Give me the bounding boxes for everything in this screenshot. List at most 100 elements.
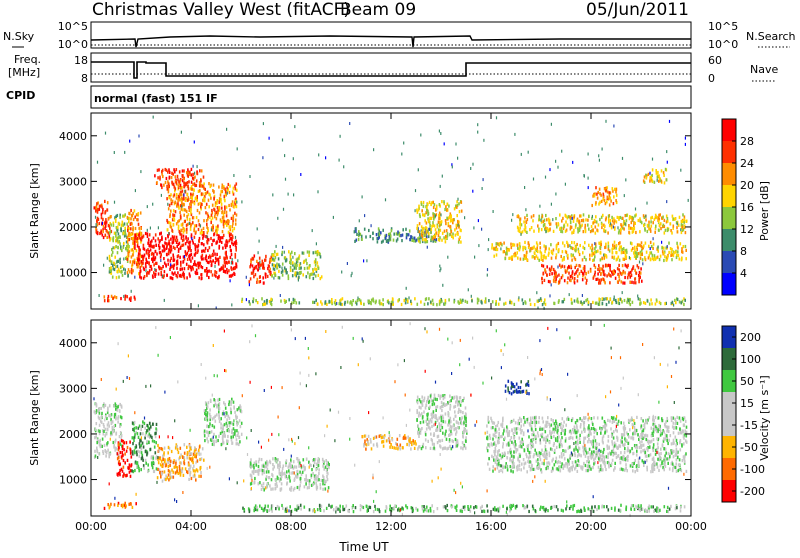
heatmap-cell — [331, 301, 333, 304]
heatmap-cell — [193, 177, 195, 180]
heatmap-cell — [214, 426, 216, 429]
heatmap-cell — [618, 231, 620, 234]
heatmap-cell — [133, 218, 135, 221]
heatmap-cell — [575, 223, 577, 226]
heatmap-cell — [224, 199, 226, 202]
heatmap-cell — [293, 488, 295, 491]
heatmap-cell — [455, 433, 457, 436]
heatmap-cell — [101, 205, 103, 208]
heatmap-cell — [254, 480, 256, 483]
heatmap-cell — [258, 460, 260, 463]
heatmap-cell — [235, 248, 237, 251]
heatmap-noise-cell — [124, 151, 125, 154]
heatmap-cell — [236, 265, 238, 268]
heatmap-cell — [457, 426, 459, 429]
heatmap-cell — [323, 460, 325, 463]
heatmap-cell — [363, 303, 365, 306]
heatmap-cell — [227, 429, 229, 432]
heatmap-cell — [451, 235, 453, 238]
heatmap-cell — [227, 221, 229, 224]
heatmap-cell — [183, 178, 185, 181]
heatmap-cell — [289, 479, 291, 482]
heatmap-cell — [216, 253, 218, 256]
heatmap-cell — [643, 224, 645, 227]
heatmap-cell — [286, 271, 288, 274]
heatmap-cell — [555, 217, 557, 220]
heatmap-cell — [174, 193, 176, 196]
heatmap-cell — [445, 433, 447, 436]
heatmap-cell — [231, 421, 233, 424]
heatmap-cell — [671, 258, 673, 261]
heatmap-cell — [191, 173, 193, 176]
heatmap-cell — [612, 187, 614, 190]
heatmap-cell — [401, 303, 403, 306]
heatmap-cell — [504, 257, 506, 260]
heatmap-cell — [445, 447, 447, 450]
heatmap-cell — [209, 413, 211, 416]
heatmap-cell — [317, 486, 319, 489]
heatmap-noise-cell — [235, 236, 236, 239]
heatmap-cell — [430, 394, 432, 397]
heatmap-cell — [583, 301, 585, 304]
heatmap-cell — [255, 273, 257, 276]
heatmap-cell — [439, 203, 441, 206]
heatmap-cell — [210, 270, 212, 273]
heatmap-cell — [453, 428, 455, 431]
heatmap-noise-cell — [545, 230, 546, 233]
heatmap-noise-cell — [599, 159, 600, 162]
heatmap-noise-cell — [477, 123, 478, 126]
freq-tick-top: 18 — [74, 54, 88, 67]
heatmap-noise-cell — [565, 183, 566, 186]
heatmap-cell — [263, 303, 265, 306]
heatmap-cell — [150, 448, 152, 451]
heatmap-cell — [665, 168, 667, 171]
heatmap-cell — [198, 228, 200, 231]
heatmap-cell — [493, 248, 495, 251]
heatmap-cell — [212, 424, 214, 427]
heatmap-cell — [638, 297, 640, 300]
heatmap-cell — [132, 421, 134, 424]
heatmap-cell — [140, 227, 142, 230]
heatmap-cell — [203, 227, 205, 230]
heatmap-cell — [130, 475, 132, 478]
heatmap-cell — [612, 247, 614, 250]
heatmap-noise-cell — [514, 133, 515, 136]
heatmap-cell — [679, 300, 681, 303]
heatmap-cell — [284, 266, 286, 269]
heatmap-cell — [433, 424, 435, 427]
heatmap-cell — [685, 220, 687, 223]
heatmap-noise-cell — [293, 157, 294, 160]
heatmap-cell — [579, 225, 581, 228]
heatmap-cell — [683, 303, 685, 306]
heatmap-cell — [270, 302, 272, 305]
heatmap-cell — [609, 194, 611, 197]
heatmap-cell — [207, 414, 209, 417]
heatmap-cell — [602, 214, 604, 217]
heatmap-noise-cell — [231, 262, 232, 265]
heatmap-cell — [679, 257, 681, 260]
heatmap-cell — [309, 276, 311, 279]
heatmap-cell — [206, 271, 208, 274]
heatmap-cell — [160, 463, 162, 466]
heatmap-cell — [356, 302, 358, 305]
heatmap-cell — [620, 228, 622, 231]
heatmap-cell — [437, 435, 439, 438]
heatmap-noise-cell — [483, 139, 484, 142]
heatmap-cell — [266, 299, 268, 302]
heatmap-cell — [194, 253, 196, 256]
heatmap-cell — [222, 427, 224, 430]
power-y-axis-label: Slant Range [km] — [28, 163, 41, 259]
heatmap-cell — [186, 263, 188, 266]
heatmap-cell — [142, 425, 144, 428]
heatmap-cell — [416, 209, 418, 212]
heatmap-cell — [148, 262, 150, 265]
heatmap-cell — [429, 427, 431, 430]
heatmap-cell — [121, 439, 123, 442]
heatmap-cell — [226, 186, 228, 189]
heatmap-cell — [391, 301, 393, 304]
heatmap-cell — [165, 181, 167, 184]
heatmap-cell — [296, 476, 298, 479]
heatmap-cell — [432, 400, 434, 403]
heatmap-cell — [664, 181, 666, 184]
